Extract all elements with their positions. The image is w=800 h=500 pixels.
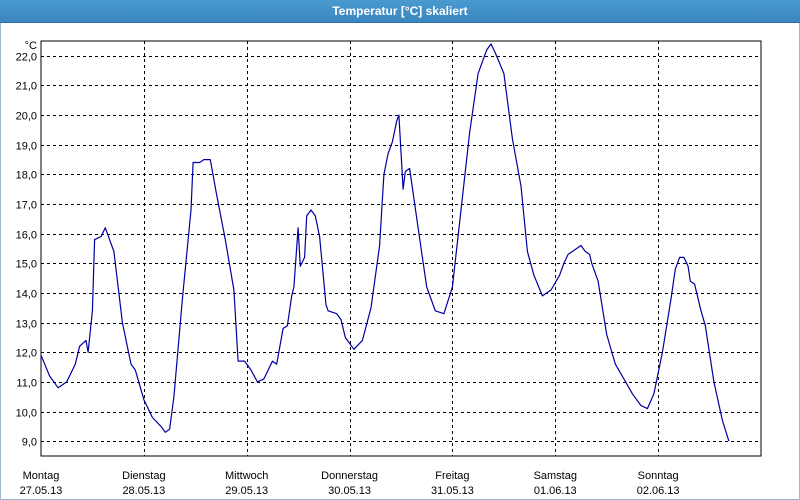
x-tick-label-date: 30.05.13 (328, 485, 371, 497)
y-tick-label: 17,0 (16, 200, 37, 212)
temperature-series-line (40, 43, 730, 442)
x-tick-label-day: Dienstag (122, 470, 165, 482)
y-tick-label: 18,0 (16, 170, 37, 182)
y-tick-label: 13,0 (16, 319, 37, 331)
y-tick-label: 9,0 (22, 437, 37, 449)
x-tick-label-date: 28.05.13 (122, 485, 165, 497)
x-tick-label-day: Freitag (435, 470, 469, 482)
y-tick-label: 12,0 (16, 348, 37, 360)
x-tick-label-date: 31.05.13 (431, 485, 474, 497)
x-tick-label-date: 29.05.13 (225, 485, 268, 497)
y-tick-label: 21,0 (16, 81, 37, 93)
temperature-chart: 9,0 10,0 11,0 12,0 13,0 14,0 15,0 16,0 17,0 18,0 1… (16, 40, 762, 497)
y-tick-label: 19,0 (16, 141, 37, 153)
chart-title-bar: Temperatur [°C] skaliert (0, 0, 800, 23)
chart-title: Temperatur [°C] skaliert (332, 4, 468, 18)
x-tick-label-day: Sonntag (638, 470, 679, 482)
x-tick-label-date: 01.06.13 (534, 485, 577, 497)
y-tick-label: 22,0 (16, 52, 37, 64)
y-tick-label: 11,0 (16, 378, 37, 390)
y-tick-label: 16,0 (16, 230, 37, 242)
x-tick-label-day: Mittwoch (225, 470, 268, 482)
y-tick-label: 10,0 (16, 408, 37, 420)
plot-frame (40, 40, 762, 457)
y-tick-label: 15,0 (16, 259, 37, 271)
x-tick-label-day: Donnerstag (321, 470, 378, 482)
x-tick-label-day: Samstag (534, 470, 577, 482)
x-tick-label-date: 02.06.13 (637, 485, 680, 497)
x-tick-label-date: 27.05.13 (20, 485, 63, 497)
chart-area: 9,0 10,0 11,0 12,0 13,0 14,0 15,0 16,0 17,0 18,0 1… (0, 23, 800, 500)
y-tick-label: 20,0 (16, 111, 37, 123)
y-axis-label: °C (25, 40, 37, 52)
y-tick-label: 14,0 (16, 289, 37, 301)
x-tick-label-day: Montag (23, 470, 60, 482)
